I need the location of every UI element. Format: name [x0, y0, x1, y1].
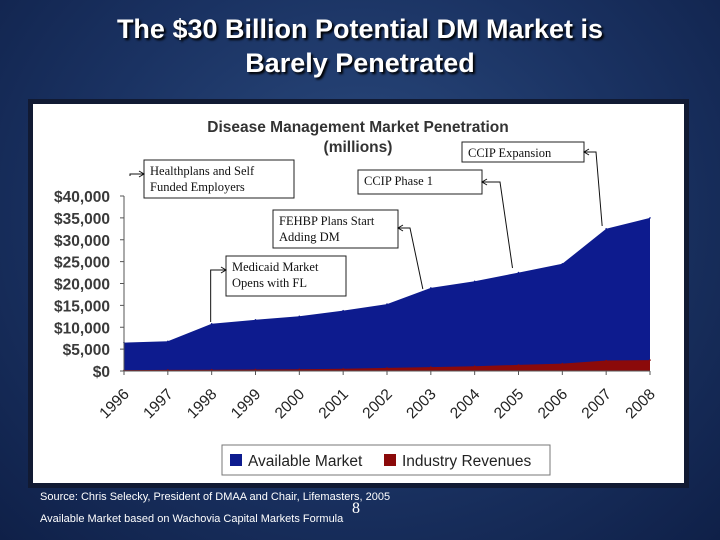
page-number: 8	[352, 500, 360, 517]
annotation-arrow	[129, 173, 144, 176]
chart-title-line1: Disease Management Market Penetration	[207, 119, 509, 136]
x-tick-label: 1997	[140, 386, 176, 422]
legend-label: Industry Revenues	[402, 453, 531, 470]
data-point	[386, 367, 388, 369]
annotation-callout: CCIP Expansion	[461, 141, 603, 227]
data-point	[517, 364, 520, 366]
y-tick-label: $5,000	[63, 342, 110, 359]
data-point	[210, 322, 213, 325]
slide-title-line2: Barely Penetrated	[245, 48, 475, 78]
annotation-arrowhead	[481, 178, 488, 186]
source-note-2: Available Market based on Wachovia Capit…	[40, 513, 344, 525]
annotation-text: CCIP Phase 1	[364, 174, 433, 188]
data-point	[605, 228, 607, 230]
annotation-arrowhead	[220, 266, 227, 274]
x-tick-label: 2005	[491, 386, 527, 422]
data-point	[649, 359, 651, 361]
y-tick-label: $25,000	[54, 255, 110, 272]
annotation-arrowhead	[397, 224, 404, 232]
y-tick-label: $30,000	[54, 233, 110, 250]
data-point	[342, 309, 344, 312]
annotation-text: CCIP Expansion	[468, 146, 552, 160]
annotation-callout: Medicaid Market Opens with FL	[210, 255, 347, 322]
data-point	[430, 287, 432, 289]
annotation-text: Medicaid Market	[232, 260, 319, 274]
legend-label: Available Market	[248, 453, 363, 470]
source-note: Source: Chris Selecky, President of DMAA…	[40, 491, 391, 503]
x-tick-label: 2004	[447, 386, 484, 423]
data-point	[342, 368, 344, 370]
annotation-text: Healthplans and Self	[150, 164, 255, 178]
x-tick-label: 1996	[96, 386, 132, 422]
x-tick-label: 2001	[316, 386, 352, 422]
data-point	[473, 365, 476, 367]
x-tick-label: 1999	[228, 386, 264, 422]
annotation-box	[225, 255, 347, 297]
data-point	[254, 368, 257, 371]
x-tick-label: 2002	[359, 386, 395, 422]
data-point	[254, 319, 257, 321]
legend-swatch	[230, 454, 242, 466]
annotation-text: FEHBP Plans Start	[279, 214, 375, 228]
x-tick-label: 2000	[272, 386, 309, 423]
data-point	[605, 359, 607, 362]
annotation-box	[272, 209, 399, 249]
x-tick-label: 2006	[535, 386, 571, 422]
data-point	[167, 340, 169, 343]
chart-title-line2: (millions)	[324, 139, 393, 156]
annotation-text: Opens with FL	[232, 276, 307, 290]
annotation-arrow	[398, 227, 424, 290]
data-point	[561, 362, 564, 365]
annotation-arrowhead	[583, 148, 590, 156]
x-tick-label: 2007	[579, 386, 615, 422]
annotation-callout: FEHBP Plans Start Adding DM	[272, 209, 424, 290]
x-tick-label: 1998	[184, 386, 220, 422]
data-point	[298, 315, 301, 318]
annotation-arrow	[210, 269, 226, 322]
data-point	[210, 368, 213, 371]
annotation-arrow	[482, 181, 513, 269]
y-tick-label: $0	[93, 364, 110, 381]
slide-title: The $30 Billion Potential DM Market is B…	[0, 12, 720, 80]
y-tick-label: $35,000	[54, 211, 110, 228]
annotation-callout: Healthplans and Self Funded Employers	[129, 159, 295, 199]
annotation-arrow	[584, 151, 603, 227]
slide-title-line1: The $30 Billion Potential DM Market is	[116, 14, 604, 44]
data-point	[517, 271, 520, 274]
annotation-callout: CCIP Phase 1	[357, 169, 513, 269]
data-point	[386, 303, 388, 305]
y-tick-label: $40,000	[54, 189, 110, 206]
annotation-text: Funded Employers	[150, 180, 245, 194]
y-tick-label: $10,000	[54, 320, 110, 337]
series-area-available-market	[124, 217, 650, 371]
data-point	[649, 217, 651, 219]
annotation-text: Adding DM	[279, 230, 340, 244]
data-point	[167, 369, 169, 371]
y-tick-label: $20,000	[54, 277, 110, 294]
data-point	[430, 366, 432, 368]
y-tick-label: $15,000	[54, 298, 110, 315]
data-point	[561, 263, 564, 265]
annotation-box	[143, 159, 295, 199]
data-point	[473, 280, 476, 283]
data-point	[298, 368, 301, 371]
annotation-arrowhead	[138, 170, 145, 178]
x-tick-label: 2003	[403, 386, 439, 422]
x-tick-label: 2008	[622, 386, 658, 422]
legend-swatch	[384, 454, 396, 466]
series-area-industry-revenues	[124, 360, 650, 371]
